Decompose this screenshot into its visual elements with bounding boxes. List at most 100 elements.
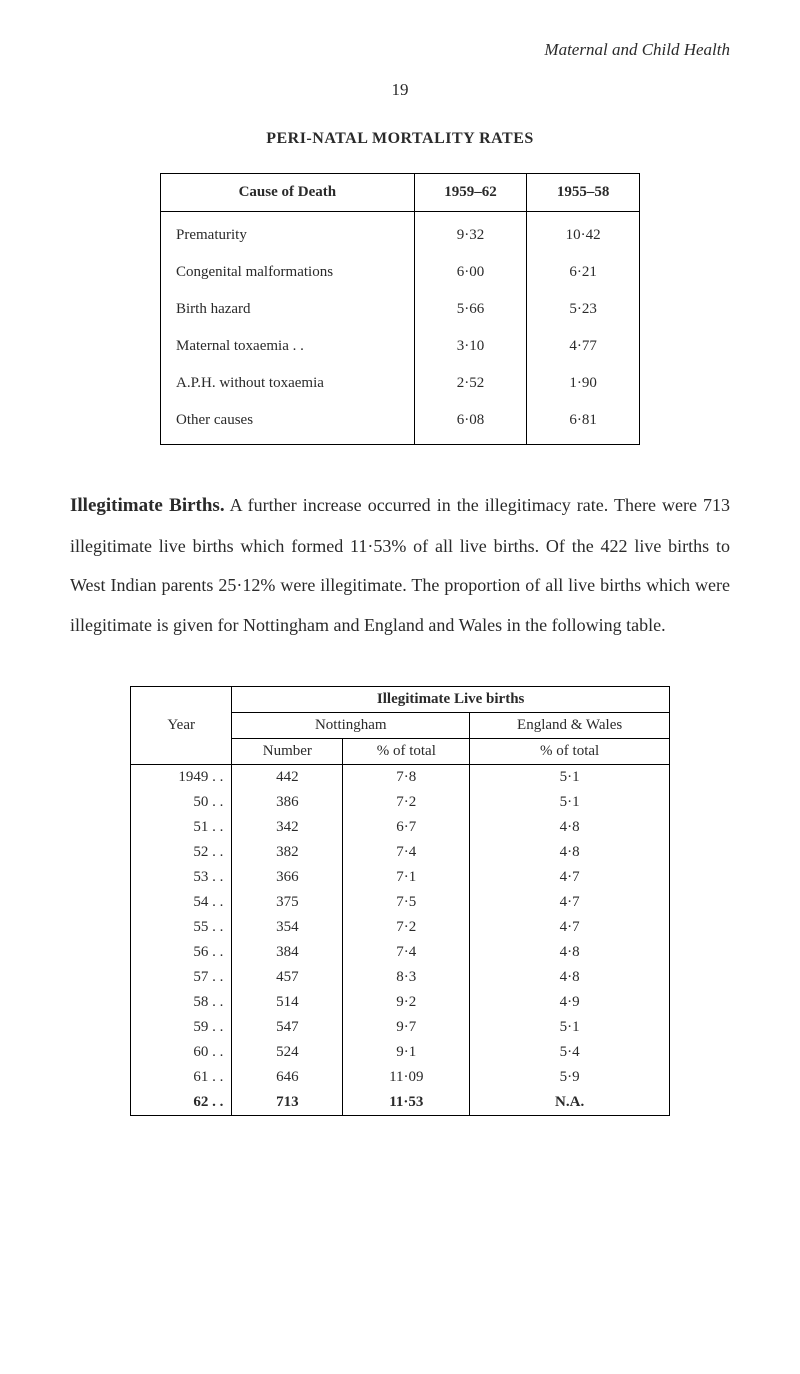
table-row: 62 . .71311·53N.A.: [131, 1090, 670, 1116]
pct-cell: 8·3: [343, 965, 470, 990]
table2-sub-nottingham: Nottingham: [232, 712, 470, 738]
number-cell: 386: [232, 790, 343, 815]
number-cell: 366: [232, 865, 343, 890]
table1-col-period1: 1959–62: [414, 174, 527, 212]
value-cell: 10·42: [527, 212, 640, 255]
ew-cell: 5·4: [470, 1040, 670, 1065]
table2-main-heading: Illegitimate Live births: [232, 686, 670, 712]
table2-sub-england: England & Wales: [470, 712, 670, 738]
table1-col-period2: 1955–58: [527, 174, 640, 212]
pct-cell: 11·09: [343, 1065, 470, 1090]
value-cell: 2·52: [414, 365, 527, 402]
pct-cell: 7·4: [343, 940, 470, 965]
year-cell: 54 . .: [131, 890, 232, 915]
ew-cell: 4·8: [470, 965, 670, 990]
table-row: 61 . .64611·095·9: [131, 1065, 670, 1090]
table-row: 1949 . .4427·85·1: [131, 764, 670, 790]
number-cell: 442: [232, 764, 343, 790]
ew-cell: 5·1: [470, 790, 670, 815]
ew-cell: 4·8: [470, 940, 670, 965]
pct-cell: 11·53: [343, 1090, 470, 1116]
cause-cell: Prematurity: [161, 212, 415, 255]
value-cell: 3·10: [414, 328, 527, 365]
table2-col-pct: % of total: [343, 738, 470, 764]
table-row: 50 . .3867·25·1: [131, 790, 670, 815]
ew-cell: 5·1: [470, 764, 670, 790]
number-cell: 524: [232, 1040, 343, 1065]
table-row: 56 . .3847·44·8: [131, 940, 670, 965]
ew-cell: 4·7: [470, 890, 670, 915]
value-cell: 1·90: [527, 365, 640, 402]
value-cell: 9·32: [414, 212, 527, 255]
number-cell: 547: [232, 1015, 343, 1040]
table2-col-pct-ew: % of total: [470, 738, 670, 764]
table1-heading: PERI-NATAL MORTALITY RATES: [70, 130, 730, 148]
value-cell: 6·81: [527, 402, 640, 445]
value-cell: 4·77: [527, 328, 640, 365]
value-cell: 6·21: [527, 254, 640, 291]
number-cell: 713: [232, 1090, 343, 1116]
table-row: Other causes6·086·81: [161, 402, 640, 445]
ew-cell: 4·9: [470, 990, 670, 1015]
table-row: 60 . .5249·15·4: [131, 1040, 670, 1065]
year-cell: 52 . .: [131, 840, 232, 865]
year-cell: 61 . .: [131, 1065, 232, 1090]
paragraph-run-in: Illegitimate Births.: [70, 495, 225, 516]
table2-col-number: Number: [232, 738, 343, 764]
ew-cell: 4·7: [470, 865, 670, 890]
table-row: 58 . .5149·24·9: [131, 990, 670, 1015]
pct-cell: 7·1: [343, 865, 470, 890]
value-cell: 5·66: [414, 291, 527, 328]
table-row: 51 . .3426·74·8: [131, 815, 670, 840]
value-cell: 6·00: [414, 254, 527, 291]
number-cell: 384: [232, 940, 343, 965]
pct-cell: 6·7: [343, 815, 470, 840]
year-cell: 50 . .: [131, 790, 232, 815]
number-cell: 342: [232, 815, 343, 840]
year-cell: 57 . .: [131, 965, 232, 990]
ew-cell: 5·1: [470, 1015, 670, 1040]
table-row: 52 . .3827·44·8: [131, 840, 670, 865]
year-cell: 59 . .: [131, 1015, 232, 1040]
table-row: 53 . .3667·14·7: [131, 865, 670, 890]
year-cell: 56 . .: [131, 940, 232, 965]
body-paragraph: Illegitimate Births. A further increase …: [70, 485, 730, 646]
value-cell: 5·23: [527, 291, 640, 328]
number-cell: 375: [232, 890, 343, 915]
mortality-rates-table: Cause of Death 1959–62 1955–58 Prematuri…: [160, 173, 640, 445]
ew-cell: 5·9: [470, 1065, 670, 1090]
year-cell: 51 . .: [131, 815, 232, 840]
table1-col-cause: Cause of Death: [161, 174, 415, 212]
page-header-title: Maternal and Child Health: [70, 40, 730, 60]
table-row: Congenital malformations6·006·21: [161, 254, 640, 291]
table-row: A.P.H. without toxaemia2·521·90: [161, 365, 640, 402]
number-cell: 457: [232, 965, 343, 990]
number-cell: 514: [232, 990, 343, 1015]
pct-cell: 7·4: [343, 840, 470, 865]
table-row: 57 . .4578·34·8: [131, 965, 670, 990]
table-row: Maternal toxaemia . .3·104·77: [161, 328, 640, 365]
number-cell: 646: [232, 1065, 343, 1090]
year-cell: 1949 . .: [131, 764, 232, 790]
table-row: 59 . .5479·75·1: [131, 1015, 670, 1040]
table-row: Birth hazard5·665·23: [161, 291, 640, 328]
ew-cell: 4·8: [470, 840, 670, 865]
cause-cell: Maternal toxaemia . .: [161, 328, 415, 365]
illegitimate-births-table: Year Illegitimate Live births Nottingham…: [130, 686, 670, 1116]
pct-cell: 7·5: [343, 890, 470, 915]
pct-cell: 9·1: [343, 1040, 470, 1065]
ew-cell: 4·7: [470, 915, 670, 940]
cause-cell: Congenital malformations: [161, 254, 415, 291]
table-row: 55 . .3547·24·7: [131, 915, 670, 940]
year-cell: 55 . .: [131, 915, 232, 940]
number-cell: 382: [232, 840, 343, 865]
pct-cell: 7·2: [343, 790, 470, 815]
pct-cell: 7·2: [343, 915, 470, 940]
table-row: Prematurity9·3210·42: [161, 212, 640, 255]
year-cell: 58 . .: [131, 990, 232, 1015]
year-cell: 62 . .: [131, 1090, 232, 1116]
year-cell: 60 . .: [131, 1040, 232, 1065]
value-cell: 6·08: [414, 402, 527, 445]
cause-cell: A.P.H. without toxaemia: [161, 365, 415, 402]
table2-col-year: Year: [131, 686, 232, 764]
